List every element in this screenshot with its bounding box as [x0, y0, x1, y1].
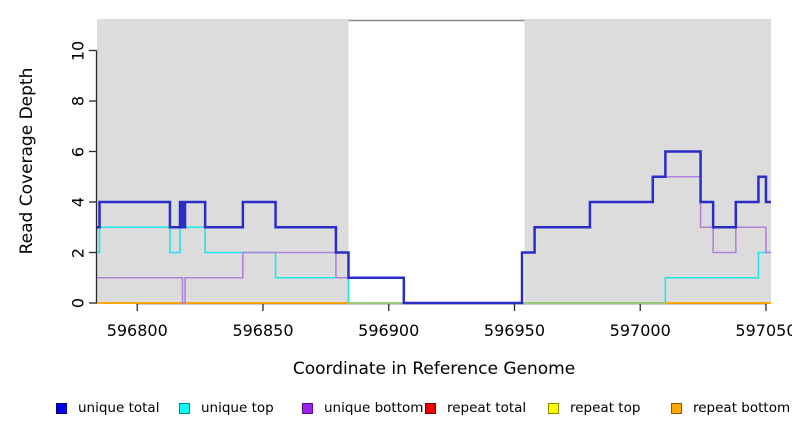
- legend-item-unique-top: unique top: [179, 400, 302, 416]
- y-tick-label: 2: [68, 247, 88, 258]
- y-tick-label: 0: [68, 297, 88, 309]
- y-axis-title: Read Coverage Depth: [17, 67, 37, 255]
- legend-label: unique top: [201, 400, 274, 416]
- x-tick-label: 597000: [609, 321, 671, 340]
- legend-swatch-icon: [425, 402, 436, 414]
- x-tick-label: 596950: [483, 321, 546, 340]
- shaded-region: [97, 19, 349, 303]
- y-tick-label: 10: [68, 40, 88, 61]
- legend-item-unique-bottom: unique bottom: [302, 400, 425, 416]
- legend-label: unique total: [78, 400, 160, 416]
- legend-swatch-icon: [179, 402, 190, 414]
- x-axis-title: Coordinate in Reference Genome: [292, 359, 576, 379]
- series-unique-total: [97, 150, 771, 305]
- legend: unique total unique top unique bottom repea…: [0, 396, 792, 420]
- legend-item-repeat-total: repeat total: [425, 400, 548, 416]
- x-tick-label: 596800: [106, 321, 168, 340]
- legend-swatch-icon: [302, 402, 313, 414]
- legend-label: unique bottom: [324, 400, 424, 416]
- series-unique-top: [97, 226, 771, 304]
- y-tick-label: 8: [68, 95, 88, 107]
- legend-swatch-icon: [56, 402, 67, 414]
- legend-label: repeat total: [447, 400, 527, 416]
- legend-label: repeat top: [570, 400, 641, 416]
- y-tick-label: 4: [68, 196, 88, 208]
- x-tick-label: 596850: [232, 321, 294, 340]
- x-tick-label: 597050: [735, 321, 792, 340]
- shaded-region: [524, 19, 771, 303]
- legend-swatch-icon: [548, 402, 559, 414]
- y-tick-label: 6: [68, 146, 88, 157]
- legend-item-unique-total: unique total: [56, 400, 179, 416]
- legend-label: repeat bottom: [693, 400, 791, 416]
- legend-item-repeat-top: repeat top: [548, 400, 671, 416]
- x-tick-label: 596900: [358, 321, 420, 340]
- legend-swatch-icon: [671, 402, 682, 414]
- legend-item-repeat-bottom: repeat bottom: [671, 400, 792, 416]
